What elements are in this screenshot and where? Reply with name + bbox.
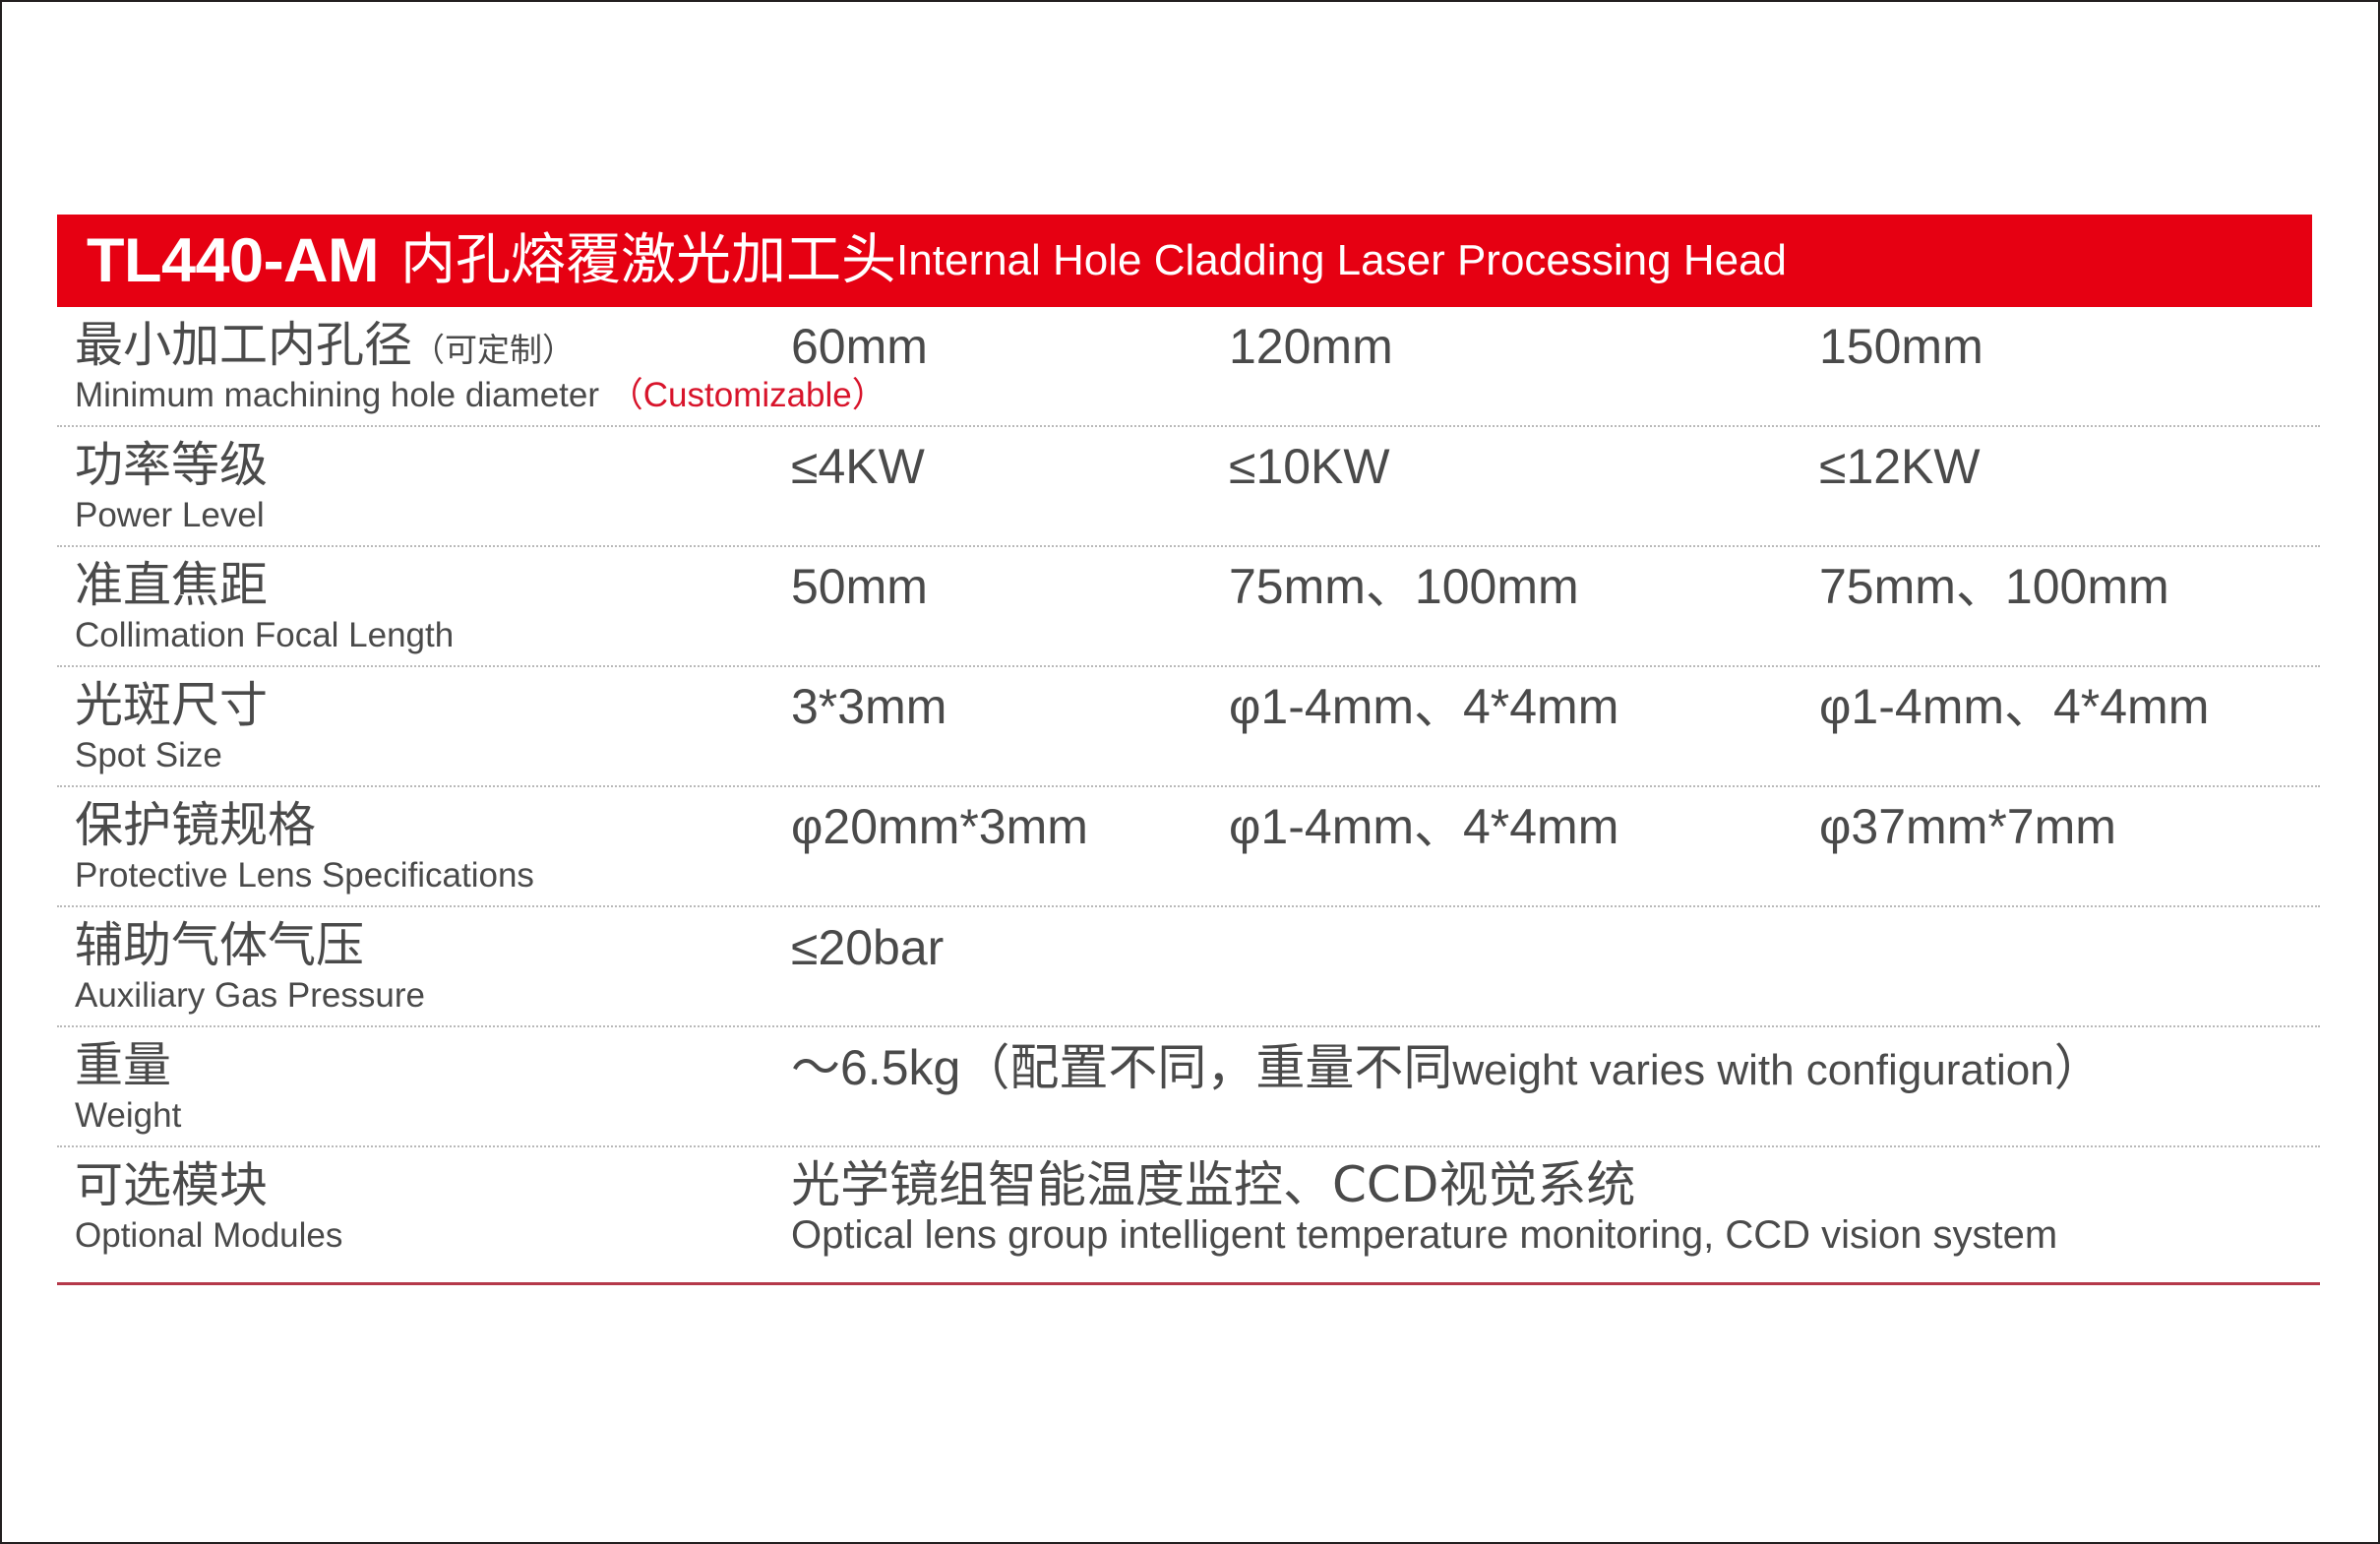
value-column-1: 50mm <box>791 559 928 614</box>
row-values: φ20mm*3mm φ1-4mm、4*4mm φ37mm*7mm <box>702 787 2320 852</box>
value-column-1: φ20mm*3mm <box>791 799 1088 854</box>
value-block: 光学镜组智能温度监控、CCD视觉系统 Optical lens group in… <box>791 1157 2320 1259</box>
row-label-english-note: （Customizable） <box>608 375 886 414</box>
table-row: 准直焦距 Collimation Focal Length 50mm 75mm、… <box>57 547 2320 667</box>
value-column-3: φ1-4mm、4*4mm <box>1819 679 2210 734</box>
row-label-english-text: Auxiliary Gas Pressure <box>75 975 425 1015</box>
row-label-english-text: Weight <box>75 1095 182 1135</box>
value-column-1: 60mm <box>791 319 928 374</box>
product-header-banner: TL440-AM 内孔熔覆激光加工头 Internal Hole Claddin… <box>57 215 2312 307</box>
value-span: ≤20bar <box>791 921 944 974</box>
row-label-chinese: 光斑尺寸 <box>75 677 702 733</box>
value-column-3: ≤12KW <box>1819 439 1981 494</box>
table-row: 重量 Weight ～6.5kg（配置不同，重量不同weight varies … <box>57 1027 2320 1147</box>
value-column-1: ≤4KW <box>791 439 925 494</box>
row-values: 60mm 120mm 150mm <box>702 307 2320 372</box>
row-label-english: Power Level <box>75 495 702 535</box>
value-block-chinese: 光学镜组智能温度监控、CCD视觉系统 <box>791 1156 1636 1213</box>
row-label-chinese: 准直焦距 <box>75 557 702 613</box>
row-values: ～6.5kg（配置不同，重量不同weight varies with confi… <box>702 1027 2320 1094</box>
model-code: TL440-AM <box>87 225 380 295</box>
value-column-2: φ1-4mm、4*4mm <box>1229 679 1619 734</box>
row-values: ≤4KW ≤10KW ≤12KW <box>702 427 2320 492</box>
row-label-chinese: 可选模块 <box>75 1157 702 1213</box>
value-span-chinese-note: 配置不同，重量不同 <box>1009 1039 1453 1096</box>
row-label-english-text: Minimum machining hole diameter <box>75 375 609 414</box>
value-span-english-note: weight varies with configuration <box>1452 1046 2054 1094</box>
value-span: ～6.5kg（配置不同，重量不同weight varies with confi… <box>791 1041 2104 1094</box>
value-column-2: 75mm、100mm <box>1229 559 1579 614</box>
row-label-chinese: 最小加工内孔径（可定制） <box>75 317 702 373</box>
row-label-cell: 可选模块 Optional Modules <box>57 1147 702 1256</box>
row-label-chinese-note: （可定制） <box>412 331 576 369</box>
value-column-3: φ37mm*7mm <box>1819 799 2116 854</box>
row-label-english: Spot Size <box>75 735 702 775</box>
value-column-3: 75mm、100mm <box>1819 559 2169 614</box>
table-row: 可选模块 Optional Modules 光学镜组智能温度监控、CCD视觉系统… <box>57 1147 2320 1285</box>
table-row: 辅助气体气压 Auxiliary Gas Pressure ≤20bar <box>57 907 2320 1027</box>
value-column-1: 3*3mm <box>791 679 947 734</box>
table-row: 保护镜规格 Protective Lens Specifications φ20… <box>57 787 2320 907</box>
value-column-2: φ1-4mm、4*4mm <box>1229 799 1619 854</box>
row-label-chinese-text: 辅助气体气压 <box>75 917 365 973</box>
value-span-text: ～6.5kg（ <box>791 1040 1010 1095</box>
row-label-english: Auxiliary Gas Pressure <box>75 975 702 1016</box>
row-label-english-text: Protective Lens Specifications <box>75 855 534 895</box>
row-label-chinese-text: 光斑尺寸 <box>75 677 269 733</box>
row-label-chinese: 功率等级 <box>75 437 702 493</box>
row-label-english: Optional Modules <box>75 1215 702 1256</box>
row-label-english-text: Power Level <box>75 495 265 534</box>
row-label-english: Weight <box>75 1095 702 1136</box>
row-label-chinese-text: 重量 <box>75 1037 172 1093</box>
row-label-chinese-text: 最小加工内孔径 <box>75 317 413 373</box>
specification-table: 最小加工内孔径（可定制） Minimum machining hole diam… <box>57 307 2320 1285</box>
row-values: 3*3mm φ1-4mm、4*4mm φ1-4mm、4*4mm <box>702 667 2320 732</box>
header-title-chinese: 内孔熔覆激光加工头 <box>400 228 897 292</box>
row-label-chinese-text: 保护镜规格 <box>75 797 317 853</box>
value-column-3: 150mm <box>1819 319 1983 374</box>
row-label-cell: 重量 Weight <box>57 1027 702 1136</box>
row-label-chinese: 辅助气体气压 <box>75 917 702 973</box>
row-values: 光学镜组智能温度监控、CCD视觉系统 Optical lens group in… <box>702 1147 2320 1257</box>
value-column-2: ≤10KW <box>1229 439 1390 494</box>
table-row: 最小加工内孔径（可定制） Minimum machining hole diam… <box>57 307 2320 427</box>
row-label-english: Protective Lens Specifications <box>75 855 702 896</box>
row-label-chinese-text: 功率等级 <box>75 437 269 493</box>
row-label-chinese-text: 可选模块 <box>75 1157 269 1213</box>
value-span-close-paren: ） <box>2053 1039 2104 1096</box>
row-label-chinese: 重量 <box>75 1037 702 1093</box>
row-label-cell: 保护镜规格 Protective Lens Specifications <box>57 787 702 896</box>
row-label-cell: 准直焦距 Collimation Focal Length <box>57 547 702 655</box>
row-label-cell: 最小加工内孔径（可定制） Minimum machining hole diam… <box>57 307 886 415</box>
row-label-chinese: 保护镜规格 <box>75 797 702 853</box>
row-label-cell: 光斑尺寸 Spot Size <box>57 667 702 775</box>
row-label-english-text: Optional Modules <box>75 1215 343 1255</box>
value-column-2: 120mm <box>1229 319 1393 374</box>
header-title-english: Internal Hole Cladding Laser Processing … <box>896 236 1788 284</box>
row-label-cell: 功率等级 Power Level <box>57 427 702 535</box>
row-values: ≤20bar <box>702 907 2320 974</box>
row-values: 50mm 75mm、100mm 75mm、100mm <box>702 547 2320 612</box>
row-label-cell: 辅助气体气压 Auxiliary Gas Pressure <box>57 907 702 1016</box>
row-label-english-text: Spot Size <box>75 735 222 774</box>
row-label-chinese-text: 准直焦距 <box>75 557 269 613</box>
row-label-english: Minimum machining hole diameter （Customi… <box>75 375 886 415</box>
row-label-english-text: Collimation Focal Length <box>75 615 455 654</box>
table-row: 光斑尺寸 Spot Size 3*3mm φ1-4mm、4*4mm φ1-4mm… <box>57 667 2320 787</box>
row-label-english: Collimation Focal Length <box>75 615 702 655</box>
value-block-english: Optical lens group intelligent temperatu… <box>791 1213 2058 1257</box>
value-span-text: ≤20bar <box>791 920 945 975</box>
table-row: 功率等级 Power Level ≤4KW ≤10KW ≤12KW <box>57 427 2320 547</box>
